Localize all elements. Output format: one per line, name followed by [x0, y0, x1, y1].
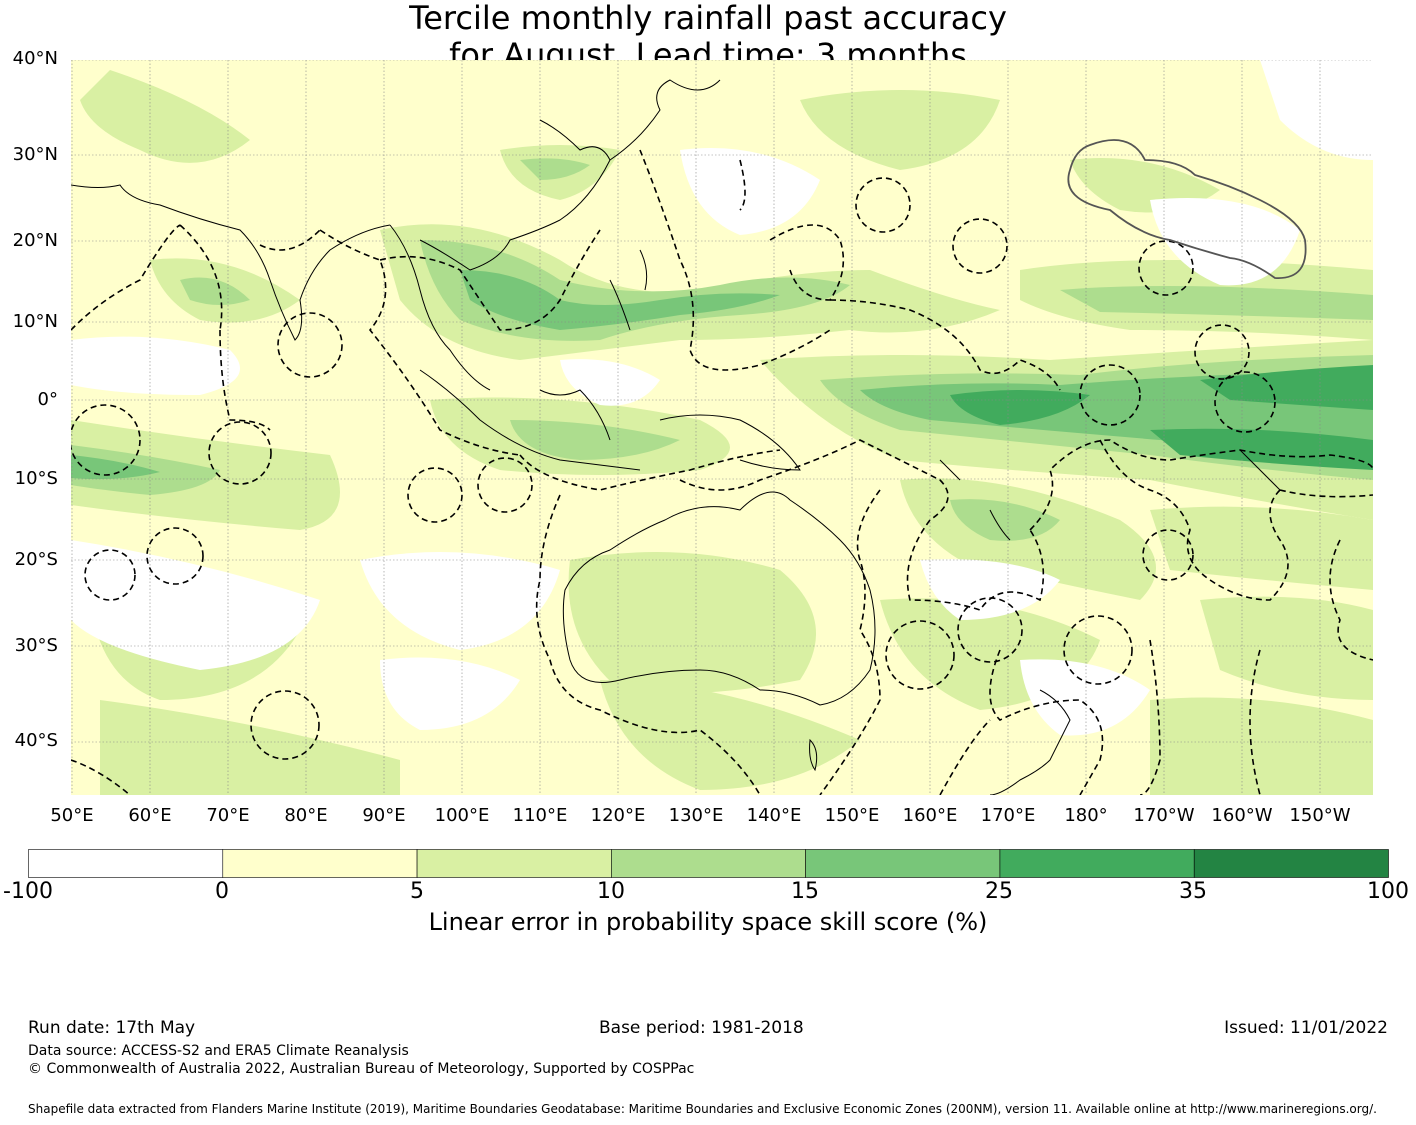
copyright: © Commonwealth of Australia 2022, Austra…	[28, 1061, 695, 1077]
lon-label: 50°E	[50, 805, 94, 826]
colorbar-segment	[611, 849, 806, 878]
lat-label: 20°N	[12, 230, 58, 251]
colorbar-segment	[999, 849, 1195, 878]
lat-label: 30°N	[12, 144, 58, 165]
lon-label: 170°E	[980, 805, 1036, 826]
colorbar-segment	[222, 849, 418, 878]
lat-label: 40°S	[14, 730, 58, 751]
lat-label: 10°S	[14, 468, 58, 489]
colorbar-segment	[28, 849, 224, 878]
colorbar-tick: 35	[1179, 879, 1207, 904]
colorbar-segment	[805, 849, 1001, 878]
colorbar-segment	[416, 849, 612, 878]
hawaii-region-outline	[1067, 139, 1307, 279]
lon-label: 180°	[1064, 805, 1108, 826]
lat-label: 30°S	[14, 635, 58, 656]
issued-date: Issued: 11/01/2022	[1224, 1018, 1388, 1038]
lon-label: 170°W	[1133, 805, 1195, 826]
coastlines	[71, 79, 1281, 795]
colorbar-tick: 15	[791, 879, 819, 904]
lon-label: 150°E	[824, 805, 880, 826]
eez-boundaries	[71, 149, 1373, 795]
colorbar-label: Linear error in probability space skill …	[428, 908, 988, 936]
base-period: Base period: 1981-2018	[599, 1018, 804, 1038]
data-source: Data source: ACCESS-S2 and ERA5 Climate …	[28, 1043, 409, 1059]
lon-label: 110°E	[512, 805, 568, 826]
lon-label: 150°W	[1289, 805, 1351, 826]
colorbar-tick: 5	[410, 879, 424, 904]
colorbar-tick: 0	[215, 879, 229, 904]
run-date: Run date: 17th May	[28, 1018, 196, 1038]
lon-label: 160°W	[1211, 805, 1273, 826]
colorbar	[28, 849, 1389, 878]
lat-label: 10°N	[12, 311, 58, 332]
map-title-line1: Tercile monthly rainfall past accuracy	[409, 0, 1007, 37]
lon-label: 100°E	[434, 805, 490, 826]
negative-skill-areas	[71, 60, 1373, 736]
lon-label: 90°E	[362, 805, 406, 826]
lat-label: 40°N	[12, 48, 58, 69]
lat-label: 0°	[37, 389, 58, 410]
colorbar-tick: 10	[597, 879, 625, 904]
lon-label: 130°E	[668, 805, 724, 826]
map-title: Tercile monthly rainfall past accuracy f…	[0, 0, 1416, 74]
lon-label: 120°E	[590, 805, 646, 826]
lat-label: 20°S	[14, 549, 58, 570]
lon-label: 80°E	[284, 805, 328, 826]
lon-label: 160°E	[902, 805, 958, 826]
colorbar-tick: -100	[3, 879, 53, 904]
map-gridlines	[71, 60, 1373, 795]
colorbar-tick: 100	[1367, 879, 1409, 904]
shapefile-credit: Shapefile data extracted from Flanders M…	[28, 1102, 1377, 1116]
lon-label: 70°E	[206, 805, 250, 826]
colorbar-tick: 25	[985, 879, 1013, 904]
colorbar-segment	[1193, 849, 1389, 878]
lon-label: 140°E	[746, 805, 802, 826]
skill-map	[71, 60, 1373, 795]
lon-label: 60°E	[128, 805, 172, 826]
